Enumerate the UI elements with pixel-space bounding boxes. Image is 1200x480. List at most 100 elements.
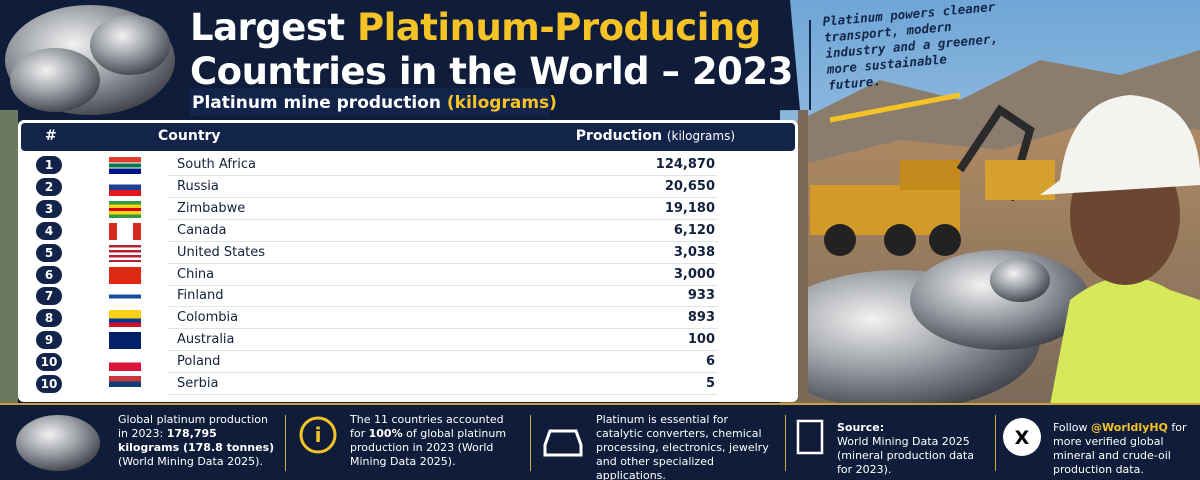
rank-badge: 4 [36, 221, 62, 240]
text: of global platinum production in 2023 (W… [350, 427, 507, 468]
table-row: 6 China 3,000 [18, 264, 798, 286]
divider [995, 415, 996, 471]
row-separator [168, 196, 718, 198]
column-header: Production [575, 128, 662, 144]
quote: Platinum powers cleaner transport, moder… [822, 0, 999, 93]
rank-badge: 5 [36, 243, 62, 262]
country-name: Poland [177, 354, 221, 370]
footer: i X Global platinum production in 2023: … [0, 403, 1200, 480]
country-name: Canada [177, 222, 227, 238]
production-value: 6 [705, 354, 715, 370]
footer-note: Global platinum production in 2023: 178,… [118, 413, 278, 469]
rank-badge: 2 [36, 177, 62, 196]
flag [109, 157, 141, 174]
rank-badge: 9 [36, 331, 62, 350]
rank-badge: 6 [36, 265, 62, 284]
text: for more verified global mineral and cru… [1053, 421, 1187, 476]
row-separator [168, 350, 718, 352]
footer-icons: i X [16, 415, 1041, 471]
title-highlight: Platinum-Producing [356, 6, 761, 49]
production-value: 6,120 [673, 222, 715, 238]
country-name: United States [177, 244, 266, 260]
country-name: South Africa [177, 157, 256, 172]
text-bold: 178,795 kilograms (178.8 tonnes) [118, 427, 275, 454]
text: (World Mining Data 2025). [118, 455, 263, 468]
flag [109, 222, 141, 240]
divider [785, 415, 786, 471]
country-name: Serbia [177, 376, 219, 391]
title-part: Largest [190, 6, 357, 49]
production-value: 893 [687, 310, 715, 326]
table-row: 3 Zimbabwe 19,180 [18, 198, 798, 220]
rank-badge: 3 [36, 199, 62, 218]
divider [530, 415, 531, 471]
subtitle: Platinum mine production (kilograms) [192, 93, 557, 113]
table-row: 8 Colombia 893 [18, 307, 798, 330]
table-header: # Country Production (kilograms) [21, 123, 795, 151]
row-separator [168, 262, 718, 264]
row-separator [168, 284, 718, 286]
footer-note: Follow @WorldlyHQ for more verified glob… [1053, 421, 1193, 477]
country-name: Colombia [177, 310, 239, 326]
row-separator [168, 328, 718, 330]
subtitle-part: Platinum mine production [192, 93, 447, 113]
table-row: 7 Finland 933 [18, 285, 798, 308]
title-part: Countries in the World – 2023 [190, 50, 793, 93]
flag [109, 200, 141, 218]
table-row: 4 Canada 6,120 [18, 220, 798, 242]
text-bold: Source: [837, 421, 885, 434]
rank-badge: 10 [36, 353, 62, 372]
text: World Mining Data 2025 (mineral producti… [837, 435, 974, 476]
flag [109, 178, 141, 196]
row-separator [168, 240, 718, 242]
production-value: 5 [705, 376, 715, 391]
table-row: 10 Poland 6 [18, 351, 798, 374]
footer-note: The 11 countries accounted for 100% of g… [350, 413, 520, 469]
text-bold: 100% [368, 427, 403, 440]
rank-badge: 7 [36, 287, 62, 306]
column-header: Country [158, 128, 221, 144]
subtitle-highlight: (kilograms) [446, 93, 557, 113]
table-row: 9 Australia 100 [18, 329, 798, 352]
column-unit: (kilograms) [666, 129, 735, 143]
table-row: 5 United States 3,038 [18, 242, 798, 264]
text: The 11 countries accounted for [350, 413, 504, 440]
flag [109, 244, 141, 262]
production-value: 19,180 [664, 200, 715, 216]
footer-note: Source: World Mining Data 2025 (mineral p… [837, 421, 992, 477]
production-value: 3,000 [673, 266, 715, 282]
table-row: 1 South Africa 124,870 [18, 154, 798, 176]
row-separator [168, 372, 718, 374]
svg-text:i: i [315, 423, 322, 447]
production-value: 3,038 [673, 244, 715, 260]
production-value: 933 [687, 288, 715, 304]
footer-note: Platinum is essential for catalytic conv… [596, 413, 769, 480]
rank-badge: 10 [36, 375, 62, 393]
text-bold: @WorldlyHQ [1091, 421, 1168, 434]
flag [109, 310, 141, 328]
table-row: 2 Russia 20,650 [18, 176, 798, 198]
column-header: # [45, 128, 57, 144]
country-name: China [177, 266, 215, 282]
rank-badge: 1 [36, 156, 62, 174]
production-value: 20,650 [664, 178, 715, 194]
country-name: Russia [177, 178, 219, 194]
rank-badge: 8 [36, 309, 62, 328]
production-value: 124,870 [655, 157, 715, 172]
row-separator [168, 306, 718, 308]
title: Largest Platinum-Producing Countries in … [190, 6, 793, 94]
country-name: Finland [177, 288, 224, 304]
flag [109, 266, 141, 284]
flag [109, 332, 141, 350]
svg-text:X: X [1015, 427, 1030, 449]
row-separator [168, 218, 718, 220]
row-separator [168, 394, 718, 395]
table: # Country Production (kilograms) 1 South … [18, 120, 798, 402]
text: Follow [1053, 421, 1092, 434]
divider [285, 415, 286, 471]
table-row: 10 Serbia 5 [18, 373, 798, 395]
country-name: Australia [177, 332, 235, 348]
flag [109, 288, 141, 306]
flag [109, 376, 141, 393]
